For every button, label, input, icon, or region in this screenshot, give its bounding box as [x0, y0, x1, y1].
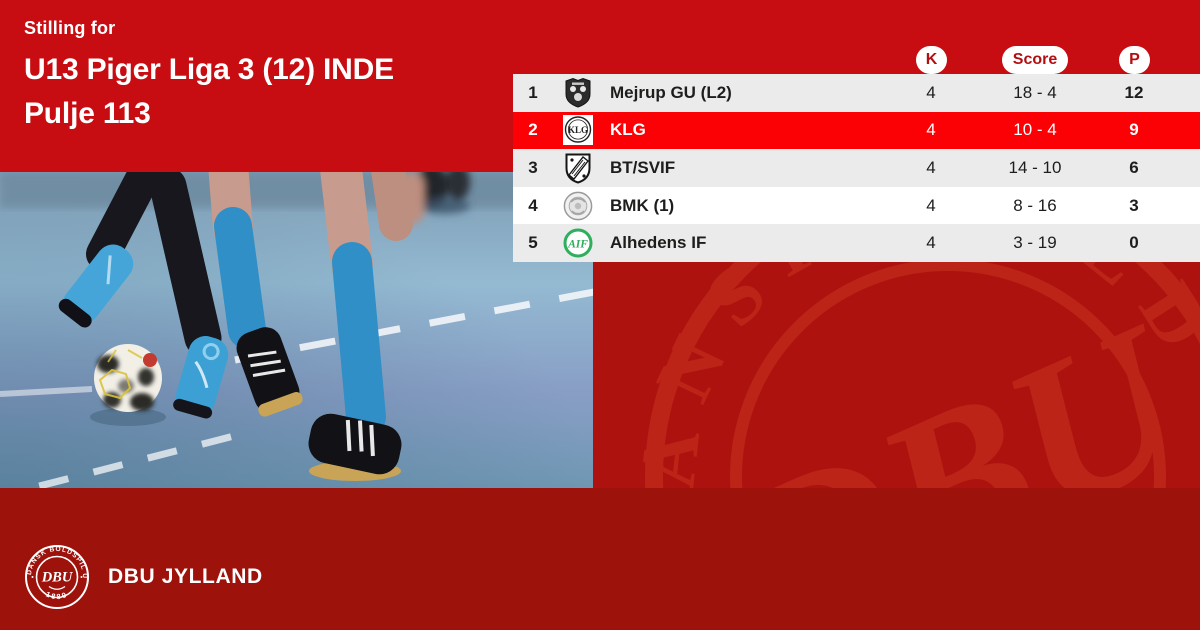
- team-name: BMK (1): [610, 195, 675, 215]
- svg-text:KLG: KLG: [568, 125, 588, 135]
- player-leg: [149, 172, 229, 419]
- goal-score: 8 - 16: [1013, 195, 1057, 215]
- bt-svif-crest-icon: [553, 149, 603, 187]
- player-leg: [308, 172, 413, 481]
- matches-played: 4: [926, 233, 936, 253]
- goal-score: 10 - 4: [1013, 120, 1057, 140]
- table-row: 3 BT/SVIF 4 14 - 10 6: [513, 149, 1200, 187]
- dbu-crest-logo: DANSK BOLDSPIL UNION 1889 DBU: [24, 544, 89, 609]
- footer-strip: [0, 488, 1200, 630]
- court-dashed-line: [13, 431, 239, 489]
- team-name: Alhedens IF: [610, 233, 707, 253]
- alhedens-if-crest-icon: AIF: [553, 224, 603, 262]
- points: 6: [1129, 157, 1139, 177]
- subtitle: Stilling for: [24, 18, 116, 38]
- goal-score: 3 - 19: [1013, 233, 1057, 253]
- matches-played: 4: [926, 157, 936, 177]
- court-line: [0, 386, 93, 397]
- standings-table: K Score P 1 Mejrup GU (L2) 4 18 - 4 12: [513, 46, 1200, 262]
- page-title: U13 Piger Liga 3 (12) INDE Pulje 113: [24, 48, 394, 136]
- matches-played: 4: [926, 82, 936, 102]
- footer-brand: DANSK BOLDSPIL UNION 1889 DBU DBU JYLLAN…: [24, 544, 263, 610]
- team-name: BT/SVIF: [610, 157, 676, 177]
- column-header-p: P: [1119, 46, 1150, 74]
- rank: 5: [528, 233, 538, 253]
- column-header-k: K: [916, 46, 947, 74]
- futsal-photo-scene: [0, 172, 593, 489]
- points: 12: [1124, 82, 1144, 102]
- brand-name: DBU JYLLAND: [108, 565, 263, 588]
- futsal-photo: [0, 172, 593, 489]
- header: Stilling for U13 Piger Liga 3 (12) INDE …: [24, 18, 394, 136]
- rank: 4: [528, 195, 538, 215]
- points: 9: [1129, 120, 1139, 140]
- klg-crest-icon: KLG: [553, 112, 603, 150]
- rank: 2: [528, 120, 538, 140]
- goal-score: 14 - 10: [1008, 157, 1062, 177]
- table-row: 1 Mejrup GU (L2) 4 18 - 4 12: [513, 74, 1200, 112]
- seal-center-text: DBU: [41, 570, 74, 586]
- points: 3: [1129, 195, 1139, 215]
- standings-rows: 1 Mejrup GU (L2) 4 18 - 4 12 2: [513, 74, 1200, 262]
- rank: 3: [528, 157, 538, 177]
- points: 0: [1129, 233, 1139, 253]
- seal-wing: [48, 585, 66, 590]
- table-row: 4 BMK (1) 4 8 - 16 3: [513, 186, 1200, 225]
- seal-year: 1889: [44, 589, 67, 601]
- table-row: 5 AIF Alhedens IF 4 3 - 19 0: [513, 224, 1200, 262]
- rank: 1: [528, 82, 538, 102]
- svg-text:1889: 1889: [44, 589, 69, 601]
- matches-played: 4: [926, 195, 936, 215]
- column-header-score: Score: [1002, 46, 1068, 74]
- mejrup-gu-crest-icon: [553, 74, 603, 112]
- title-line-1: U13 Piger Liga 3 (12) INDE: [24, 53, 394, 86]
- team-name: KLG: [610, 120, 646, 140]
- title-line-2: Pulje 113: [24, 97, 151, 130]
- team-name: Mejrup GU (L2): [610, 82, 732, 102]
- bmk-crest-icon: [553, 187, 603, 225]
- football: [90, 344, 166, 426]
- player-leg: [208, 172, 303, 417]
- matches-played: 4: [926, 120, 936, 140]
- goal-score: 18 - 4: [1013, 82, 1057, 102]
- player-leg: [58, 172, 166, 328]
- svg-text:AIF: AIF: [567, 239, 588, 251]
- table-row-highlighted: 2 KLG KLG 4 10 - 4 9: [513, 111, 1200, 150]
